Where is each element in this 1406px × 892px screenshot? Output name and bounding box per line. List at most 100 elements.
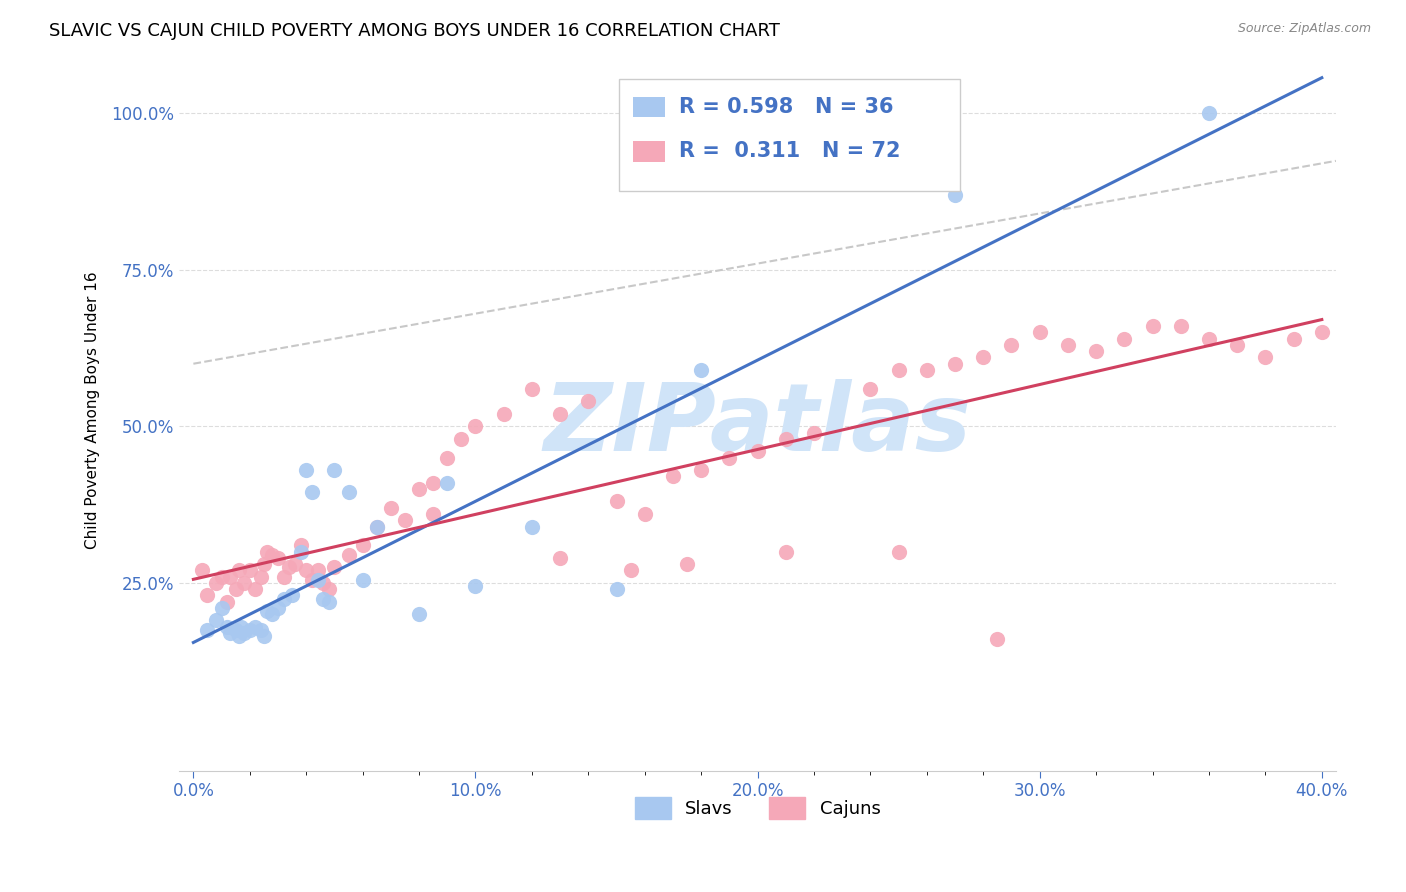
Point bbox=[337, 548, 360, 562]
Point bbox=[887, 363, 910, 377]
Point bbox=[1226, 338, 1249, 352]
FancyBboxPatch shape bbox=[633, 142, 665, 161]
Point bbox=[301, 485, 323, 500]
Point bbox=[245, 582, 267, 596]
Point bbox=[676, 557, 699, 571]
Point bbox=[859, 382, 882, 396]
Point bbox=[273, 569, 295, 583]
Point bbox=[262, 548, 284, 562]
Point bbox=[250, 569, 273, 583]
Text: R =  0.311   N = 72: R = 0.311 N = 72 bbox=[679, 142, 900, 161]
Point bbox=[323, 560, 346, 574]
Text: Source: ZipAtlas.com: Source: ZipAtlas.com bbox=[1237, 22, 1371, 36]
Point bbox=[492, 407, 515, 421]
Point bbox=[312, 575, 335, 590]
Point bbox=[690, 463, 713, 477]
Point bbox=[262, 607, 284, 622]
Point bbox=[217, 620, 239, 634]
Point bbox=[690, 363, 713, 377]
Point bbox=[205, 575, 228, 590]
Point bbox=[1114, 332, 1136, 346]
Point bbox=[408, 482, 430, 496]
Point bbox=[747, 444, 769, 458]
Point bbox=[1198, 332, 1220, 346]
Point bbox=[191, 563, 214, 577]
Point bbox=[943, 357, 966, 371]
Point bbox=[408, 607, 430, 622]
Point bbox=[231, 620, 253, 634]
Y-axis label: Child Poverty Among Boys Under 16: Child Poverty Among Boys Under 16 bbox=[86, 272, 100, 549]
Point bbox=[256, 544, 278, 558]
Point bbox=[197, 623, 219, 637]
Point bbox=[1282, 332, 1305, 346]
Point bbox=[986, 632, 1008, 647]
Point bbox=[464, 579, 486, 593]
Point bbox=[775, 544, 797, 558]
Point bbox=[253, 629, 276, 643]
Point bbox=[915, 363, 938, 377]
Point bbox=[239, 623, 262, 637]
Point bbox=[228, 629, 250, 643]
Point bbox=[520, 382, 543, 396]
Point bbox=[228, 563, 250, 577]
Point bbox=[464, 419, 486, 434]
Point bbox=[217, 594, 239, 608]
Point bbox=[307, 563, 329, 577]
Point bbox=[245, 620, 267, 634]
Point bbox=[803, 425, 825, 440]
Point bbox=[233, 626, 256, 640]
Point bbox=[887, 544, 910, 558]
Point bbox=[219, 569, 242, 583]
Point bbox=[606, 494, 628, 508]
Point bbox=[1254, 351, 1277, 365]
Point bbox=[211, 569, 233, 583]
Point bbox=[1028, 326, 1050, 340]
Point bbox=[290, 544, 312, 558]
Point bbox=[380, 500, 402, 515]
Point bbox=[323, 463, 346, 477]
Point bbox=[662, 469, 685, 483]
Point bbox=[1310, 326, 1333, 340]
Point bbox=[1198, 106, 1220, 120]
Point bbox=[219, 626, 242, 640]
Point bbox=[273, 591, 295, 606]
Point bbox=[233, 575, 256, 590]
Point bbox=[253, 557, 276, 571]
Point bbox=[225, 623, 247, 637]
Point bbox=[284, 557, 307, 571]
Point bbox=[606, 582, 628, 596]
Point bbox=[278, 560, 301, 574]
Point bbox=[366, 519, 388, 533]
Text: R = 0.598   N = 36: R = 0.598 N = 36 bbox=[679, 97, 893, 117]
Point bbox=[295, 463, 318, 477]
Point bbox=[1057, 338, 1080, 352]
Point bbox=[281, 588, 304, 602]
Point bbox=[1085, 344, 1108, 359]
Point bbox=[422, 507, 444, 521]
Point bbox=[295, 563, 318, 577]
Point bbox=[352, 573, 374, 587]
Point bbox=[352, 538, 374, 552]
Point bbox=[548, 550, 571, 565]
Point bbox=[972, 351, 994, 365]
Point bbox=[250, 623, 273, 637]
Point bbox=[301, 573, 323, 587]
Text: ZIPatlas: ZIPatlas bbox=[544, 379, 972, 471]
FancyBboxPatch shape bbox=[633, 96, 665, 117]
Point bbox=[267, 601, 290, 615]
Point bbox=[436, 450, 458, 465]
Point bbox=[225, 582, 247, 596]
Point bbox=[548, 407, 571, 421]
Point bbox=[312, 591, 335, 606]
Point bbox=[1000, 338, 1022, 352]
Point bbox=[718, 450, 741, 465]
Point bbox=[318, 582, 340, 596]
Point bbox=[620, 563, 643, 577]
Point bbox=[1142, 319, 1164, 334]
Point bbox=[943, 187, 966, 202]
Point bbox=[436, 475, 458, 490]
Point bbox=[775, 432, 797, 446]
Point bbox=[576, 394, 599, 409]
Legend: Slavs, Cajuns: Slavs, Cajuns bbox=[627, 790, 887, 827]
Point bbox=[394, 513, 416, 527]
